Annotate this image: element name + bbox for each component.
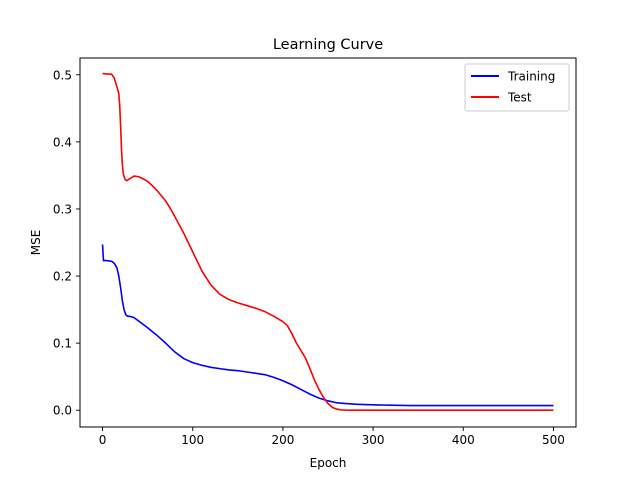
x-tick-label: 300 bbox=[362, 433, 385, 447]
series-group bbox=[101, 72, 554, 412]
y-tick-label: 0.0 bbox=[53, 404, 72, 418]
x-tick-label: 100 bbox=[181, 433, 204, 447]
series-line-test bbox=[102, 72, 554, 412]
legend: Training Test bbox=[464, 63, 570, 112]
legend-label-training: Training bbox=[507, 70, 555, 84]
x-axis-ticks: 0 100 200 300 400 500 bbox=[99, 427, 565, 447]
plot-area bbox=[79, 57, 577, 428]
legend-label-test: Test bbox=[507, 91, 532, 105]
x-tick-label: 0 bbox=[99, 433, 107, 447]
x-axis-label: Epoch bbox=[310, 456, 347, 470]
chart-title: Learning Curve bbox=[273, 37, 383, 53]
x-tick-label: 200 bbox=[271, 433, 294, 447]
y-axis-label: MSE bbox=[29, 230, 43, 256]
y-axis-ticks: 0.0 0.1 0.2 0.3 0.4 0.5 bbox=[53, 68, 80, 418]
y-tick-label: 0.1 bbox=[53, 337, 72, 351]
series-line-training bbox=[101, 244, 554, 407]
x-tick-label: 500 bbox=[542, 433, 565, 447]
axes-frame bbox=[79, 57, 577, 428]
y-tick-label: 0.5 bbox=[53, 68, 72, 82]
y-tick-label: 0.4 bbox=[53, 135, 72, 149]
y-tick-label: 0.3 bbox=[53, 202, 72, 216]
x-tick-label: 400 bbox=[452, 433, 475, 447]
y-tick-label: 0.2 bbox=[53, 270, 72, 284]
